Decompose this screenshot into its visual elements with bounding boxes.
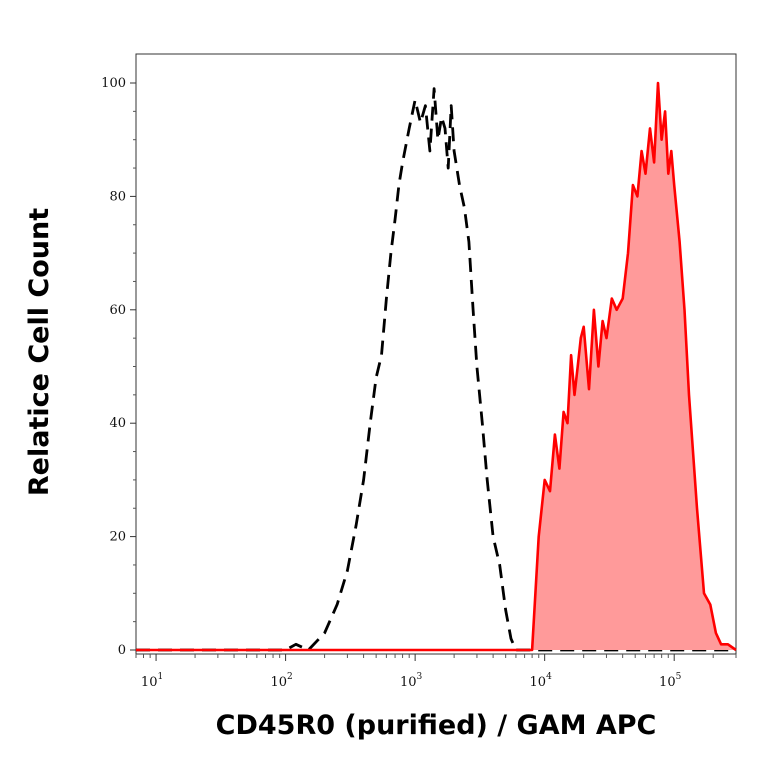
x-tick-label-1000: 103 <box>400 672 423 690</box>
x-tick-label-100000: 105 <box>659 672 682 690</box>
series-line-1 <box>136 81 737 652</box>
y-tick-label-0: 0 <box>118 643 126 658</box>
y-axis-title: Relatice Cell Count <box>24 208 55 496</box>
series-fill-1 <box>532 83 736 650</box>
series-layer <box>136 81 737 652</box>
x-axis-title: CD45R0 (purified) / GAM APC <box>216 710 657 741</box>
y-tick-label-80: 80 <box>109 189 126 204</box>
y-tick-label-60: 60 <box>109 303 126 318</box>
x-tick-label-10000: 104 <box>530 672 553 690</box>
x-tick-label-10: 101 <box>141 672 163 690</box>
series-line-0 <box>136 87 736 652</box>
y-tick-label-20: 20 <box>109 530 126 545</box>
x-tick-label-100: 102 <box>270 672 292 690</box>
y-tick-label-40: 40 <box>109 416 126 431</box>
y-tick-label-100: 100 <box>101 76 126 91</box>
tick-layer: 0 20 40 60 80 100 101 102 103 104 105 <box>101 76 737 690</box>
